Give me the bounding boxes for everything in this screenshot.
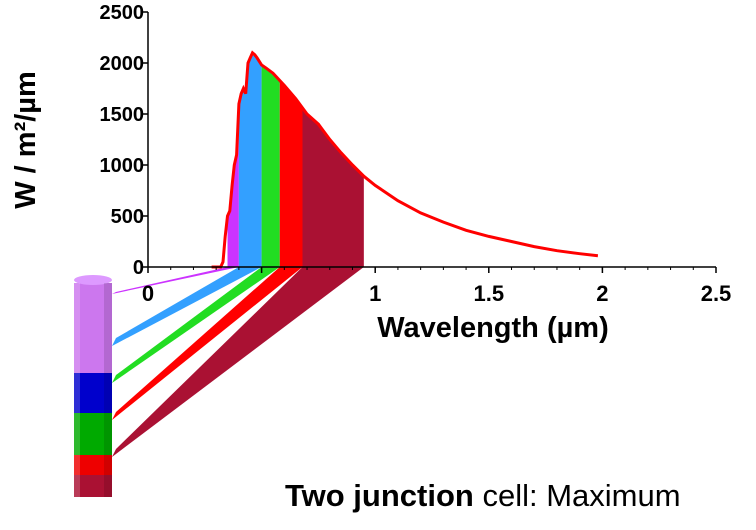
x-tick-label: 1: [369, 281, 381, 306]
beam-4: [112, 267, 303, 420]
light-beams: [112, 267, 364, 457]
multijunction-cell-stack: [74, 275, 112, 497]
cell-top-cap: [74, 275, 112, 285]
cell-shade: [104, 283, 112, 497]
beam-3: [112, 267, 280, 383]
y-tick-label: 0: [133, 257, 144, 279]
solar-spectrum-curve: [211, 50, 599, 269]
x-tick-label: 2.5: [701, 281, 732, 306]
cell-layer-3: [74, 373, 112, 413]
y-tick-label: 1500: [100, 104, 145, 126]
y-tick-label: 1000: [100, 155, 145, 177]
x-tick-label: 1.5: [474, 281, 505, 306]
beam-1: [112, 267, 239, 294]
x-tick-label: 0: [142, 281, 154, 306]
x-axis-label: Wavelength (µm): [377, 312, 609, 344]
y-tick-label: 2000: [100, 53, 145, 75]
cell-layer-6: [74, 475, 112, 497]
cell-layer-1: [74, 283, 112, 328]
cell-layer-5: [74, 455, 112, 475]
beam-5: [112, 267, 364, 457]
band-5: [302, 107, 364, 267]
caption: Two junction cell: Maximum: [285, 478, 681, 514]
spectral-bands: [227, 52, 364, 267]
cell-layer-2: [74, 328, 112, 373]
axes: [147, 12, 716, 268]
y-ticks: 0 500 1000 1500 2000 2500: [100, 2, 148, 279]
y-tick-label: 500: [111, 206, 144, 228]
x-ticks: 0 1 1.5 2 2.5: [142, 267, 731, 306]
caption-rest: cell: Maximum: [473, 478, 681, 513]
beam-2: [112, 267, 262, 346]
caption-bold: Two junction: [285, 478, 474, 513]
band-2: [238, 52, 262, 267]
x-tick-label: 2: [596, 281, 608, 306]
y-tick-label: 2500: [100, 2, 145, 24]
cell-layer-4: [74, 413, 112, 455]
cell-highlight: [74, 283, 80, 497]
y-axis-label: W / m²/µm: [10, 71, 42, 209]
band-4: [279, 80, 303, 267]
band-3: [261, 65, 280, 267]
